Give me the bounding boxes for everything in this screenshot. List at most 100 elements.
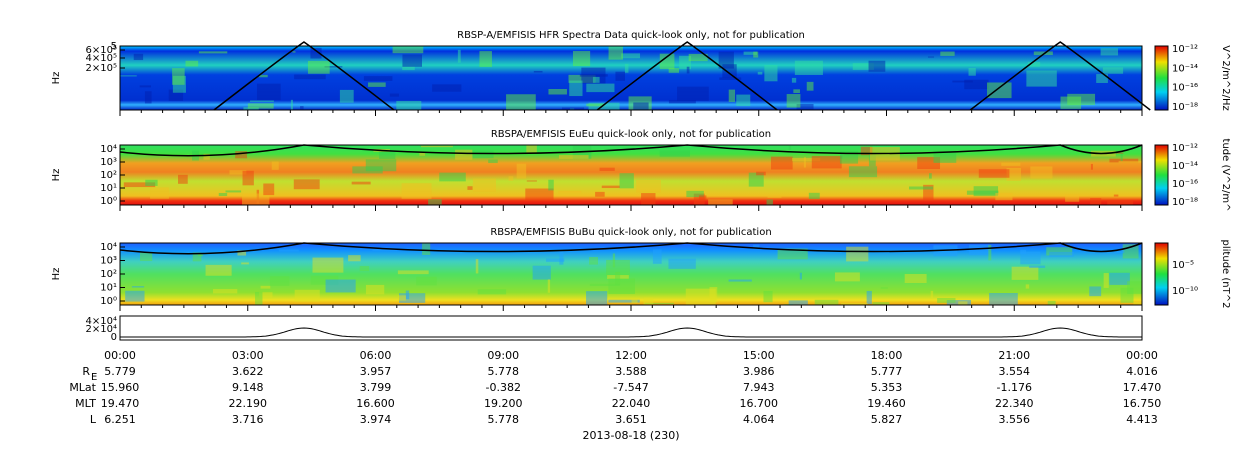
spectrogram-texture: [987, 82, 1012, 99]
x-tick-label: 09:00: [487, 349, 519, 362]
spectrogram-texture: [259, 74, 268, 78]
spectrogram-texture: [300, 106, 304, 110]
x-tick-label: 21:00: [998, 349, 1030, 362]
ephemeris-value: 5.353: [871, 381, 903, 394]
ephemeris-value: 3.986: [743, 365, 775, 378]
spectrogram-texture: [397, 270, 429, 275]
ephemeris-value: 5.777: [871, 365, 903, 378]
spectrogram-texture: [1026, 70, 1057, 87]
spectrogram-texture: [213, 289, 238, 294]
colorbar-label: tude (V^2/m^: [1220, 139, 1231, 212]
spectrogram-texture: [1067, 93, 1096, 106]
spectrogram-texture: [1065, 194, 1080, 202]
spectrogram-texture: [250, 100, 274, 102]
spectrogram-texture: [677, 86, 709, 101]
spectrogram-texture: [488, 159, 498, 164]
spectrogram-texture: [777, 248, 808, 260]
spectrogram-texture: [120, 75, 137, 77]
y-tick-label: 6×10⁵: [86, 45, 117, 56]
spectrogram-texture: [668, 68, 680, 73]
spectrogram-texture: [292, 51, 296, 53]
y-tick-label: 4×10⁵: [86, 53, 117, 64]
spectrogram-texture: [1025, 284, 1030, 289]
ephemeris-value: 22.190: [229, 397, 268, 410]
colorbar: [1154, 144, 1169, 206]
y-tick-label: 10²: [100, 170, 117, 181]
spectrogram-texture: [389, 93, 399, 97]
spectrogram-texture: [686, 66, 690, 74]
spectrogram-texture: [1103, 273, 1109, 288]
spectrogram-texture: [814, 299, 839, 305]
spectrogram-texture: [1127, 281, 1142, 294]
spectrogram-texture: [399, 293, 426, 303]
ephemeris-value: 3.716: [232, 413, 264, 426]
spectrogram-texture: [923, 184, 934, 200]
spectrogram-texture: [763, 290, 773, 303]
spectrogram-texture: [586, 83, 615, 93]
ephemeris-value: 5.779: [104, 365, 136, 378]
spectrogram-texture: [929, 173, 932, 179]
spectrogram-texture: [255, 291, 263, 305]
spectrogram-texture: [1100, 48, 1119, 56]
orbit-curve: [120, 327, 1142, 338]
spectrogram-texture: [868, 60, 886, 72]
spectrogram-texture: [728, 89, 736, 102]
spectrogram-texture: [1030, 166, 1053, 179]
spectrogram-texture: [558, 155, 589, 159]
spectrogram-texture: [586, 291, 608, 305]
x-tick-label: 03:00: [232, 349, 264, 362]
colorbar-tick-label: 10⁻¹⁶: [1172, 179, 1198, 190]
spectrogram-texture: [788, 146, 792, 150]
spectrogram-texture: [256, 83, 281, 101]
ephemeris-value: 16.600: [356, 397, 395, 410]
y-tick-label: 10⁴: [100, 144, 117, 155]
spectrogram-texture: [145, 179, 158, 186]
spectrogram-texture: [909, 186, 934, 190]
spectrogram-texture: [339, 89, 354, 103]
spectrogram-texture: [686, 190, 704, 198]
spectrogram-texture: [229, 170, 247, 175]
panel-title: RBSPA/EMFISIS BuBu quick-look only, not …: [490, 227, 771, 238]
spectrogram-texture: [508, 176, 514, 181]
spectrogram-texture: [271, 161, 279, 170]
spectrogram-texture: [1090, 163, 1093, 170]
spectrogram-texture: [278, 249, 299, 252]
spectrogram-texture: [811, 156, 842, 169]
colorbar-tick-label: 10⁻¹⁴: [1172, 161, 1198, 172]
spectrogram-texture: [139, 85, 151, 88]
spectrogram-texture: [526, 180, 537, 182]
spectrogram-texture: [402, 66, 415, 71]
y-tick-label: 10²: [100, 269, 117, 280]
spectrogram-texture: [958, 301, 968, 305]
spectrogram-texture: [1113, 194, 1119, 197]
spectrogram-texture: [606, 259, 630, 277]
panel-title: RBSP-A/EMFISIS HFR Spectra Data quick-lo…: [457, 30, 805, 41]
spectrogram-texture: [475, 259, 479, 274]
spectrogram-texture: [866, 290, 872, 304]
spectrogram-texture: [569, 80, 583, 97]
spectrogram-texture: [770, 156, 793, 170]
ephemeris-value: -1.176: [997, 381, 1032, 394]
ephemeris-value: 3.554: [999, 365, 1031, 378]
ephemeris-value: 4.064: [743, 413, 775, 426]
spectrogram-texture: [806, 81, 814, 91]
spectrogram-texture: [363, 76, 393, 81]
spectrogram-texture: [643, 297, 654, 305]
spectrogram-texture: [455, 149, 473, 160]
ephemeris-value: 3.974: [360, 413, 392, 426]
spectrogram-texture: [633, 102, 649, 110]
y-tick-label: 2×10⁴: [86, 324, 117, 335]
spectrogram-texture: [290, 99, 293, 110]
spectrogram-texture: [1090, 197, 1102, 205]
spectrogram-texture: [586, 103, 605, 107]
spectrogram-texture: [123, 182, 156, 188]
spectrogram-texture: [477, 289, 507, 295]
spectrogram-texture: [1107, 200, 1134, 205]
spectrogram-texture: [401, 183, 432, 199]
spectrogram-texture: [615, 71, 625, 81]
spectrogram-texture: [144, 91, 152, 104]
spectrogram-texture: [904, 273, 927, 283]
spectrogram-texture: [631, 298, 638, 304]
y-axis-label: Hz: [51, 169, 62, 182]
y-axis-label: Hz: [51, 72, 62, 85]
